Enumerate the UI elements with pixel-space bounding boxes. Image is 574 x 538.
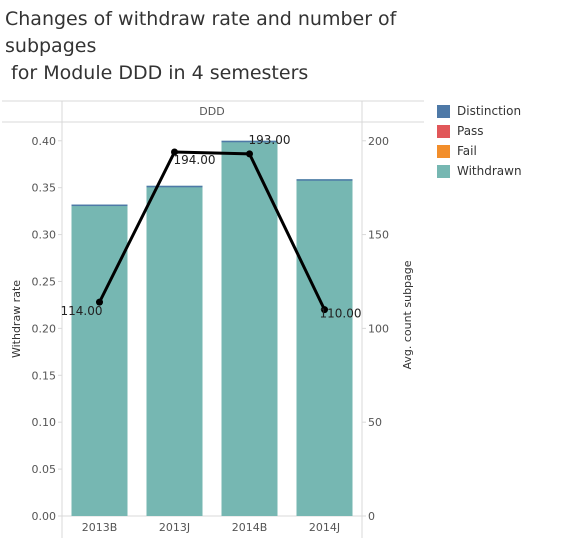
line-label-2013J: 194.00	[174, 153, 216, 167]
left-tick-label: 0.00	[32, 510, 57, 523]
title-line-1: Changes of withdraw rate and number of	[5, 8, 397, 30]
right-tick-label: 100	[368, 322, 389, 335]
legend-swatch-fail	[437, 144, 450, 158]
legend-item-withdrawn[interactable]: Withdrawn	[437, 161, 522, 181]
title-line-3: for Module DDD in 4 semesters	[5, 62, 309, 84]
x-tick-label-2013J: 2013J	[159, 521, 190, 534]
right-axis-title: Avg. count subpage	[401, 260, 414, 369]
chart-title: Changes of withdraw rate and number of s…	[5, 6, 425, 87]
right-tick-label: 0	[368, 510, 375, 523]
bar-top-2013B	[71, 204, 128, 207]
left-tick-label: 0.30	[32, 229, 57, 242]
title-line-2: subpages	[5, 35, 97, 57]
right-tick-label: 150	[368, 229, 389, 242]
left-tick-label: 0.40	[32, 135, 57, 148]
line-point-2014B	[246, 150, 253, 158]
left-tick-label: 0.25	[32, 275, 57, 288]
x-tick-label-2013B: 2013B	[82, 521, 118, 534]
bar-top-2014B	[221, 140, 278, 143]
legend-swatch-distinction	[437, 104, 450, 118]
line-label-2014B: 193.00	[249, 133, 291, 147]
left-tick-label: 0.05	[32, 463, 57, 476]
legend-item-distinction[interactable]: Distinction	[437, 101, 522, 121]
bar-2013J	[146, 185, 203, 517]
x-tick-label-2014J: 2014J	[309, 521, 340, 534]
right-tick-label: 200	[368, 135, 389, 148]
right-tick-label: 50	[368, 416, 382, 429]
bar-2014B	[221, 140, 278, 516]
legend-label-withdrawn: Withdrawn	[457, 164, 522, 178]
legend-item-pass[interactable]: Pass	[437, 121, 522, 141]
line-point-2013B	[96, 298, 103, 306]
subpage-line	[98, 150, 326, 311]
legend-item-fail[interactable]: Fail	[437, 141, 522, 161]
line-point-2013J	[171, 148, 178, 156]
x-tick-label-2014B: 2014B	[232, 521, 268, 534]
bar-2014J	[296, 179, 353, 516]
legend-label-distinction: Distinction	[457, 104, 522, 118]
left-tick-label: 0.10	[32, 416, 57, 429]
legend-swatch-withdrawn	[437, 164, 450, 178]
bar-top-2013J	[146, 185, 203, 188]
legend-label-pass: Pass	[457, 124, 484, 138]
left-tick-label: 0.15	[32, 369, 57, 382]
legend-label-fail: Fail	[457, 144, 477, 158]
panel-header: DDD	[199, 105, 224, 118]
left-tick-label: 0.35	[32, 182, 57, 195]
left-axis-title: Withdraw rate	[10, 280, 23, 358]
line-point-2014J	[321, 306, 328, 314]
bar-2013B	[71, 204, 128, 517]
legend: Distinction Pass Fail Withdrawn	[437, 101, 522, 181]
legend-swatch-pass	[437, 124, 450, 138]
left-tick-label: 0.20	[32, 322, 57, 335]
bar-top-2014J	[296, 179, 353, 181]
line-label-2014J: 110.00	[320, 307, 362, 321]
line-label-2013B: 114.00	[61, 304, 103, 318]
